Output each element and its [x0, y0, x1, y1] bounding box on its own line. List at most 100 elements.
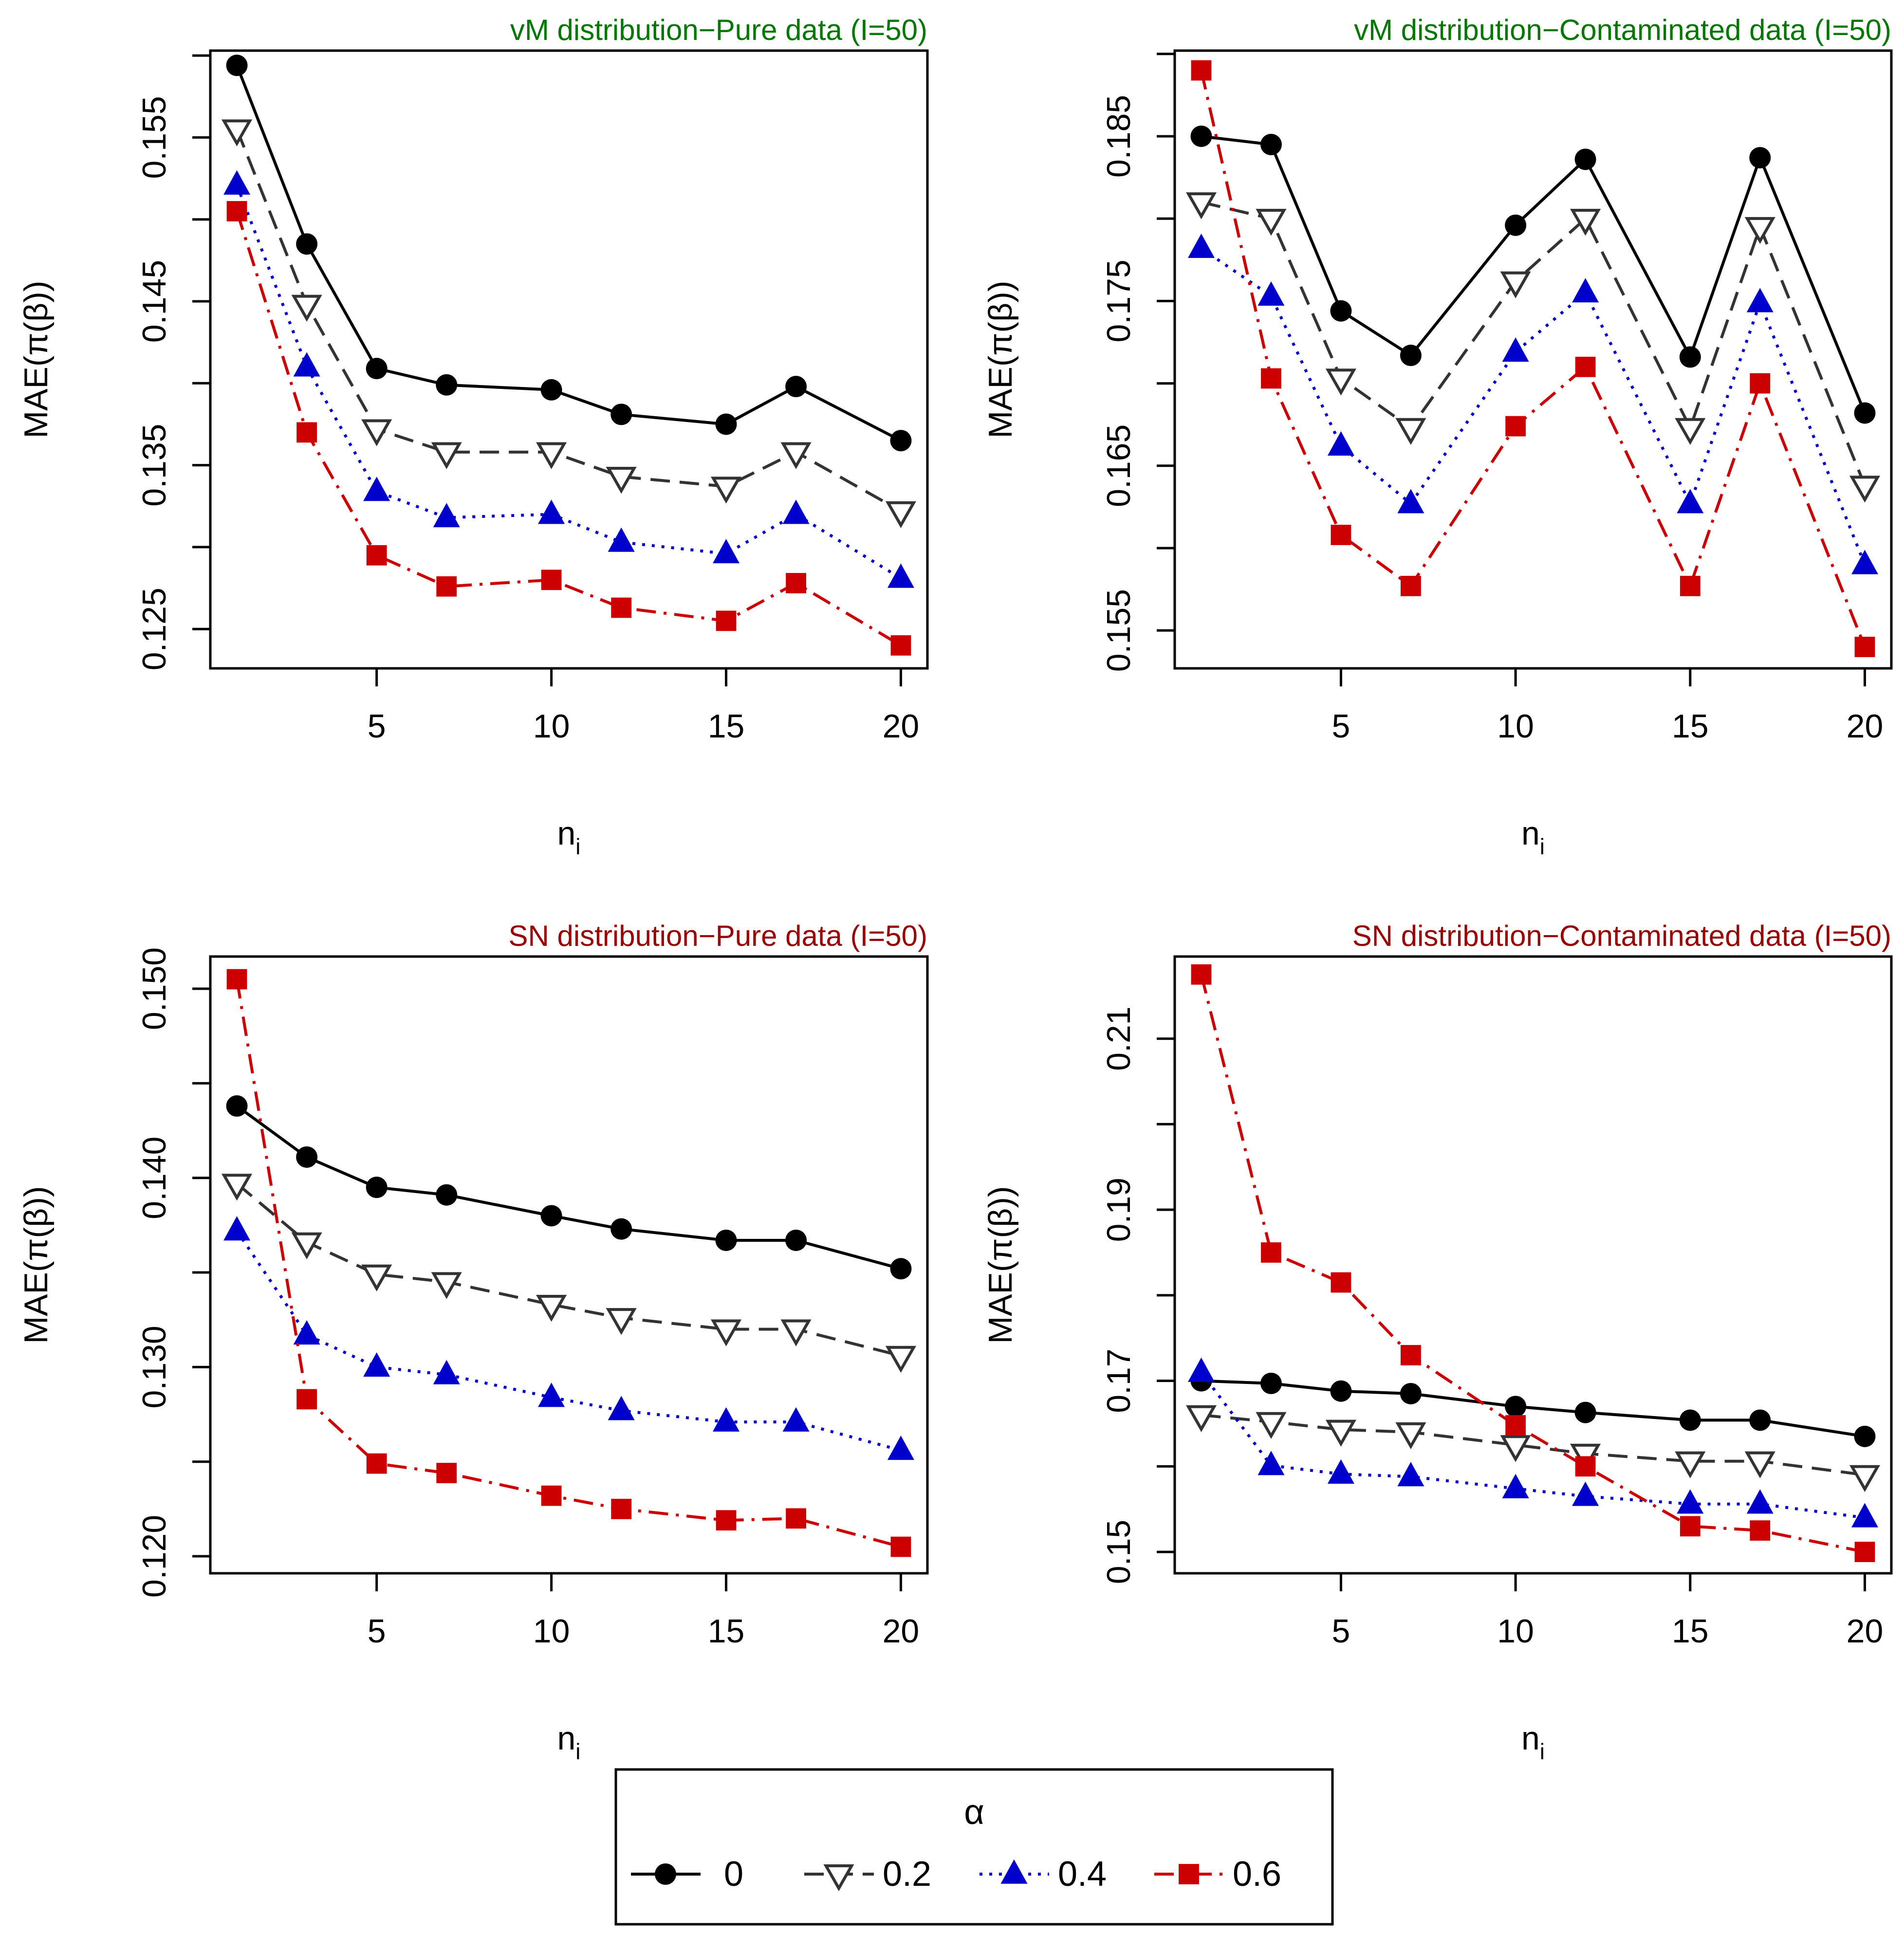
- data-point-alpha-0.2: [1849, 1465, 1881, 1492]
- y-tick-label: 0.135: [136, 424, 173, 507]
- data-point-alpha-0.6: [1401, 575, 1421, 596]
- data-point-alpha-0.4: [1502, 337, 1529, 362]
- data-point-alpha-0.6: [716, 1510, 737, 1531]
- data-point-alpha-0: [715, 1229, 737, 1251]
- data-point-alpha-0: [1574, 1401, 1596, 1423]
- data-point-alpha-0.2: [1744, 217, 1775, 244]
- data-point-alpha-0.4: [1257, 281, 1285, 306]
- data-point-alpha-0.2: [221, 1174, 253, 1201]
- data-point-alpha-0.2: [1849, 476, 1881, 503]
- data-point-alpha-0.2: [291, 295, 322, 322]
- legend-title: α: [964, 1793, 984, 1832]
- data-point-alpha-0: [1505, 214, 1527, 236]
- data-point-alpha-0.4: [293, 1320, 320, 1345]
- legend-marker-alpha-0.4: [1000, 1859, 1028, 1884]
- series-line-alpha-0: [1201, 135, 1867, 414]
- data-point-alpha-0: [1854, 402, 1876, 424]
- legend: α 0 0.2 0.4 0.6: [614, 1768, 1334, 1926]
- data-point-alpha-0.4: [1188, 1357, 1215, 1382]
- data-point-alpha-0.6: [1575, 356, 1596, 377]
- x-tick-label: 20: [1847, 1613, 1884, 1650]
- data-point-alpha-0.6: [226, 201, 247, 221]
- x-tick-label: 15: [708, 1613, 745, 1650]
- data-point-alpha-0: [1679, 346, 1701, 368]
- data-point-alpha-0.2: [710, 477, 742, 504]
- x-tick-label: 5: [368, 708, 386, 745]
- x-tick-label: 10: [533, 708, 570, 745]
- data-point-alpha-0: [1330, 300, 1352, 322]
- data-point-alpha-0.6: [1401, 1345, 1421, 1365]
- data-point-alpha-0.6: [716, 610, 737, 631]
- y-axis-label: MAE(π(β)): [18, 281, 55, 439]
- data-point-alpha-0.4: [1746, 288, 1774, 313]
- data-point-alpha-0: [1749, 1409, 1771, 1431]
- y-axis-label: MAE(π(β)): [982, 1186, 1019, 1344]
- data-point-alpha-0.6: [436, 1463, 457, 1483]
- y-tick-label: 0.145: [136, 260, 173, 343]
- data-point-alpha-0.2: [885, 1345, 917, 1373]
- chart-panel-2: vM distribution−Contaminated data (I=50)…: [982, 14, 1893, 859]
- data-point-alpha-0.2: [1744, 1451, 1775, 1478]
- data-point-alpha-0.6: [1261, 1242, 1281, 1263]
- y-tick-label: 0.19: [1100, 1178, 1137, 1242]
- data-point-alpha-0.4: [538, 1382, 565, 1407]
- data-point-alpha-0.2: [1395, 1422, 1426, 1450]
- data-point-alpha-0.6: [1261, 368, 1281, 389]
- data-point-alpha-0.2: [1500, 271, 1531, 298]
- data-point-alpha-0: [890, 430, 912, 452]
- data-point-alpha-0.6: [1575, 1456, 1596, 1477]
- y-tick-label: 0.125: [136, 588, 173, 670]
- data-point-alpha-0.6: [890, 635, 911, 656]
- legend-label-alpha-0.4: 0.4: [1058, 1855, 1107, 1894]
- data-point-alpha-0.2: [431, 442, 462, 469]
- x-tick-label: 15: [1672, 708, 1709, 745]
- plot-frame: [209, 49, 929, 670]
- data-point-alpha-0: [1260, 1372, 1282, 1394]
- plot-frame: [1173, 955, 1893, 1575]
- data-point-alpha-0: [366, 358, 388, 380]
- x-axis-label-subscript: i: [575, 1739, 580, 1764]
- data-point-alpha-0.2: [1325, 1419, 1357, 1447]
- data-point-alpha-0.4: [1327, 1459, 1354, 1484]
- x-tick-label: 20: [883, 708, 920, 745]
- y-tick-label: 0.130: [136, 1326, 173, 1408]
- data-point-alpha-0.2: [1256, 209, 1287, 236]
- data-point-alpha-0.4: [433, 1360, 460, 1384]
- data-point-alpha-0.6: [366, 1453, 387, 1474]
- data-point-alpha-0.2: [606, 1308, 637, 1335]
- data-point-alpha-0.6: [1680, 1516, 1701, 1537]
- data-point-alpha-0.6: [541, 1485, 562, 1506]
- x-axis-label-subscript: i: [575, 834, 580, 859]
- data-point-alpha-0.4: [1572, 1481, 1599, 1506]
- data-point-alpha-0.2: [780, 1319, 812, 1346]
- y-tick-label: 0.175: [1100, 259, 1137, 342]
- chart-panel-3: SN distribution−Pure data (I=50) 5 10 15 20 n…: [18, 920, 929, 1764]
- data-point-alpha-0.6: [1191, 60, 1212, 81]
- x-axis-label-subscript: i: [1540, 1739, 1545, 1764]
- x-tick-label: 10: [533, 1613, 570, 1650]
- x-axis-label-main: n: [1521, 815, 1540, 852]
- data-point-alpha-0: [226, 1095, 248, 1117]
- data-point-alpha-0.2: [1185, 192, 1217, 220]
- legend-label-alpha-0.6: 0.6: [1233, 1855, 1281, 1894]
- data-point-alpha-0.4: [1327, 431, 1354, 456]
- data-point-alpha-0.4: [1677, 1489, 1704, 1514]
- x-tick-label: 10: [1497, 708, 1534, 745]
- data-point-alpha-0: [296, 1146, 318, 1168]
- data-point-alpha-0.2: [1256, 1412, 1287, 1439]
- x-axis-label-main: n: [557, 1720, 575, 1757]
- y-tick-label: 0.21: [1100, 1007, 1137, 1071]
- data-point-alpha-0.4: [363, 477, 390, 501]
- legend-box: [614, 1768, 1334, 1926]
- data-point-alpha-0.6: [1331, 524, 1351, 545]
- x-axis-label-main: n: [557, 815, 575, 852]
- data-point-alpha-0.2: [780, 442, 812, 469]
- data-point-alpha-0.4: [1257, 1451, 1285, 1475]
- data-point-alpha-0: [1679, 1409, 1701, 1431]
- data-point-alpha-0.4: [363, 1352, 390, 1377]
- data-point-alpha-0: [1854, 1425, 1876, 1447]
- x-tick-label: 5: [368, 1613, 386, 1650]
- y-tick-label: 0.17: [1100, 1348, 1137, 1413]
- data-point-alpha-0.2: [1325, 368, 1357, 396]
- chart-title: SN distribution−Pure data (I=50): [509, 920, 927, 952]
